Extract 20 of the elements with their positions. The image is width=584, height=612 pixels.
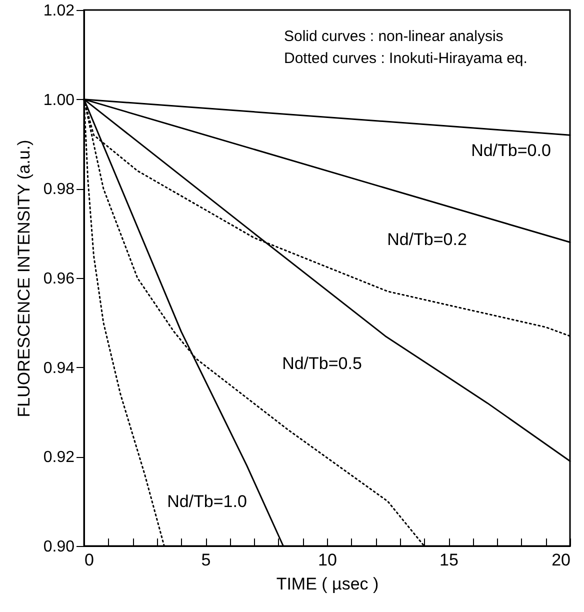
y-tick-label: 0.92: [43, 449, 75, 466]
annotation: Nd/Tb=0.2: [387, 230, 467, 249]
annotation: Solid curves : non-linear analysis: [284, 28, 504, 45]
x-tick-label: 15: [440, 550, 458, 570]
x-tick-label: 5: [201, 550, 211, 570]
y-tick-label: 0.90: [43, 538, 75, 556]
x-tick-label: 20: [552, 550, 570, 570]
y-tick-label: 1.00: [43, 92, 75, 109]
x-tick-label: 0: [84, 550, 94, 570]
y-tick-label: 1.02: [43, 2, 75, 20]
annotation: Nd/Tb=0.5: [282, 354, 362, 373]
x-tick-label: 10: [318, 550, 337, 570]
annotation: Nd/Tb=1.0: [167, 492, 247, 511]
annotation: Nd/Tb=0.0: [471, 141, 551, 160]
y-tick-label: 0.96: [43, 270, 75, 288]
y-tick-label: 0.98: [43, 181, 75, 198]
y-tick-label: 0.94: [43, 360, 75, 377]
x-axis-title: TIME ( µsec ): [276, 574, 379, 594]
annotation: Dotted curves : Inokuti-Hirayama eq.: [284, 50, 528, 67]
y-axis-title: FLUORESCENCE INTENSITY (a.u.): [14, 140, 34, 418]
